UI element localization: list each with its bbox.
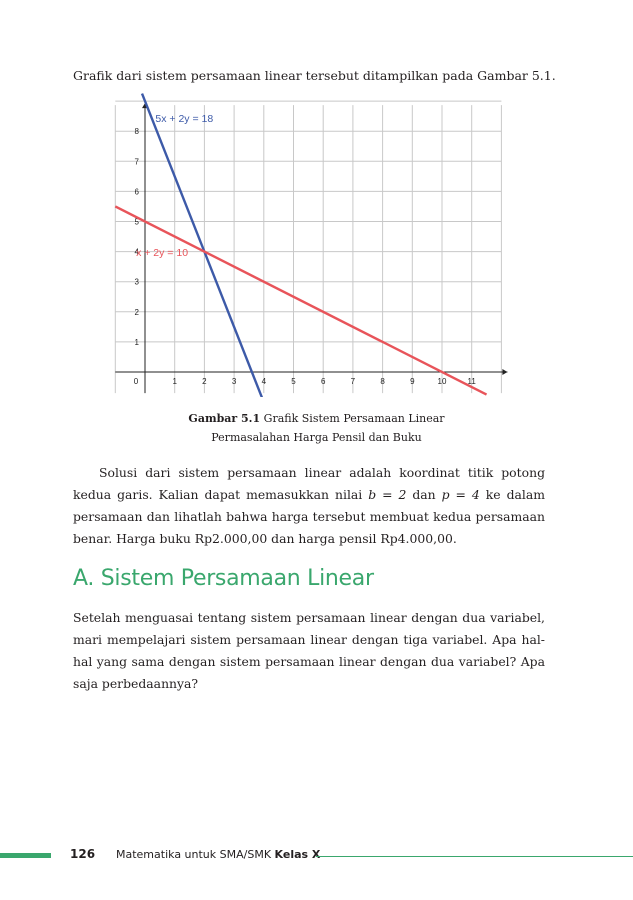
- y-tick-label: 2: [135, 308, 140, 317]
- footer-accent-bar: [0, 853, 51, 858]
- y-tick-label: 7: [135, 157, 140, 166]
- x-tick-label: 10: [438, 377, 447, 386]
- x-tick-label: 5: [291, 377, 296, 386]
- solution-paragraph: Solusi dari sistem persamaan linear adal…: [73, 462, 545, 550]
- y-tick-label: 5: [135, 218, 140, 227]
- para1-text-a: Solusi dari sistem persamaan linear adal…: [73, 465, 545, 502]
- x-tick-label: 0: [134, 377, 139, 386]
- page-number: 126: [70, 847, 96, 861]
- series-label-red: x + 2y = 10: [136, 247, 188, 259]
- figure-caption: Gambar 5.1 Grafik Sistem Persamaan Linea…: [0, 409, 633, 447]
- series-label-blue: 5x + 2y = 18: [155, 113, 213, 125]
- caption-line1: Grafik Sistem Persamaan Linear: [263, 412, 445, 425]
- footer-rule: [316, 856, 633, 857]
- section-heading: A. Sistem Persamaan Linear: [73, 566, 374, 591]
- x-tick-label: 3: [232, 377, 237, 386]
- book-class-text: Kelas X: [274, 848, 321, 861]
- y-tick-label: 6: [135, 187, 140, 196]
- y-tick-label: 1: [135, 338, 140, 347]
- series-line-red: [114, 205, 488, 396]
- footer-book-title: Matematika untuk SMA/SMK Kelas X: [116, 848, 320, 861]
- x-tick-label: 1: [172, 377, 177, 386]
- y-tick-label: 8: [135, 127, 140, 136]
- para1-text-b: dan: [406, 487, 442, 502]
- x-tick-label: 2: [202, 377, 207, 386]
- x-tick-label: 6: [321, 377, 326, 386]
- x-tick-label: 11: [468, 377, 477, 386]
- intro-three-variables-paragraph: Setelah menguasai tentang sistem persama…: [73, 610, 545, 691]
- x-axis-arrow: [502, 369, 508, 375]
- y-tick-label: 3: [135, 278, 140, 287]
- math-b-equals-2: b = 2: [368, 487, 407, 502]
- para1-text-c: ke dalam persamaan dan lihatlah bahwa ha…: [73, 487, 546, 546]
- y-tick-label: 4: [135, 248, 140, 257]
- caption-line2: Permasalahan Harga Pensil dan Buku: [211, 431, 422, 444]
- math-p-equals-4: p = 4: [441, 487, 480, 502]
- series-line-blue: [140, 93, 264, 397]
- x-tick-label: 7: [351, 377, 356, 386]
- x-tick-label: 9: [410, 377, 415, 386]
- x-tick-label: 4: [262, 377, 267, 386]
- caption-label: Gambar 5.1: [188, 412, 261, 425]
- intro-text: Grafik dari sistem persamaan linear ters…: [73, 68, 556, 83]
- x-tick-label: 8: [380, 377, 385, 386]
- book-title-text: Matematika untuk SMA/SMK: [116, 848, 275, 861]
